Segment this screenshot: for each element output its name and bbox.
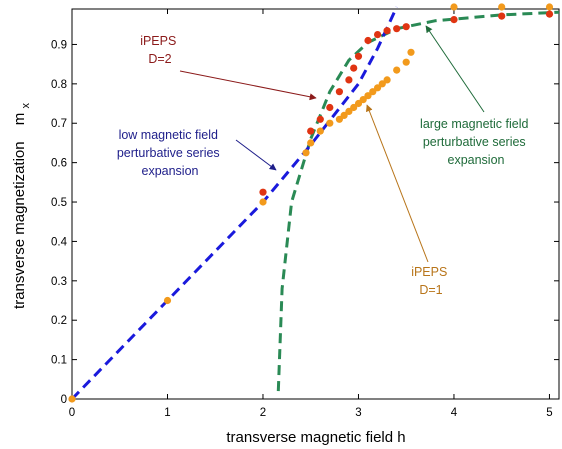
- y-tick-label: 0.8: [51, 79, 67, 91]
- series-point-1: [259, 188, 267, 196]
- series-point-0: [402, 58, 410, 66]
- annotation-large-field-line3: expansion: [448, 153, 505, 167]
- annotation-large-field-line2: perturbative series: [423, 135, 526, 149]
- arrow-large-field: [425, 25, 485, 113]
- series-point-0: [259, 198, 267, 206]
- series-point-1: [316, 115, 324, 123]
- y-tick-label: 0.6: [51, 158, 67, 170]
- x-tick-label: 2: [260, 407, 266, 419]
- x-tick-label: 5: [546, 407, 552, 419]
- series-point-1: [350, 64, 358, 72]
- y-axis-title: transverse magnetization m x: [11, 103, 32, 309]
- series-point-1: [402, 23, 410, 31]
- series-point-1: [383, 27, 391, 35]
- series-point-0: [450, 3, 458, 11]
- annotation-ipeps-d1-line1: iPEPS: [411, 265, 447, 279]
- series-point-0: [498, 3, 506, 11]
- series-point-0: [163, 296, 172, 305]
- annotation-large-field-line1: large magnetic field: [420, 117, 528, 131]
- series-point-1: [374, 30, 382, 39]
- annotation-ipeps-d2-line1: iPEPS: [140, 34, 176, 48]
- plot-series: [68, 3, 560, 403]
- x-tick-label: 4: [451, 407, 458, 419]
- y-tick-label: 0.3: [51, 276, 67, 288]
- series-point-0: [393, 66, 401, 74]
- series-point-1: [345, 76, 353, 84]
- series-point-0: [364, 92, 372, 100]
- series-point-0: [359, 96, 367, 104]
- y-axis-title-symbol: m: [11, 113, 28, 126]
- series-point-1: [307, 127, 315, 135]
- x-tick-label: 1: [164, 407, 170, 419]
- series-point-0: [545, 3, 554, 11]
- series-point-1: [354, 52, 363, 60]
- y-tick-label: 0.9: [51, 39, 67, 51]
- series-point-0: [350, 103, 358, 112]
- series-point-0: [302, 149, 310, 157]
- x-axis-title: transverse magnetic field h: [226, 429, 405, 446]
- y-axis-title-subscript: x: [20, 103, 32, 109]
- y-axis-title-text: transverse magnetization: [11, 141, 28, 309]
- series-point-1: [326, 103, 334, 112]
- annotation-ipeps-d2-line2: D=2: [148, 52, 171, 66]
- series-point-0: [378, 80, 386, 88]
- series-point-1: [364, 36, 372, 45]
- series-line-2: [70, 6, 399, 401]
- annotation-low-field-line3: expansion: [142, 164, 199, 178]
- annotation-ipeps-d1-line2: D=1: [419, 283, 442, 297]
- annotation-low-field-line2: perturbative series: [117, 146, 220, 160]
- annotation-large-field: large magnetic field perturbative series…: [420, 117, 532, 167]
- series-point-0: [369, 88, 377, 96]
- series-point-1: [450, 16, 458, 24]
- y-tick-label: 0.7: [51, 118, 67, 130]
- arrow-ipeps-d2: [179, 70, 317, 101]
- series-point-0: [407, 48, 415, 56]
- svg-text:transverse magnetization: transverse magnetization m x: [11, 103, 32, 309]
- x-axis-ticks: 0 1 2 3 4 5: [69, 9, 553, 419]
- arrow-low-field: [235, 139, 277, 171]
- series-point-1: [335, 88, 343, 96]
- annotation-ipeps-d1: iPEPS D=1: [411, 265, 451, 297]
- series-point-0: [383, 76, 391, 84]
- annotation-low-field-line1: low magnetic field: [119, 128, 218, 142]
- y-tick-label: 0: [61, 394, 67, 406]
- y-tick-label: 0.2: [51, 315, 67, 327]
- annotation-ipeps-d2: iPEPS D=2: [140, 34, 180, 66]
- annotation-low-field: low magnetic field perturbative series e…: [117, 128, 223, 178]
- series-point-0: [326, 119, 334, 127]
- x-tick-label: 0: [69, 407, 75, 419]
- series-point-0: [374, 84, 382, 92]
- series-point-0: [345, 107, 353, 115]
- annotations: iPEPS D=2 iPEPS D=1 low magnetic field p…: [117, 25, 532, 297]
- series-point-1: [498, 12, 506, 20]
- series-point-0: [340, 111, 348, 119]
- series-point-0: [68, 395, 76, 403]
- y-axis-ticks: 0 0.1 0.2 0.3 0.4 0.5 0.6 0.7 0.8 0.9: [51, 39, 559, 406]
- series-point-0: [316, 127, 324, 135]
- y-tick-label: 0.4: [51, 236, 68, 248]
- plot-frame: [71, 8, 560, 400]
- x-tick-label: 3: [355, 407, 361, 419]
- series-point-0: [307, 139, 315, 147]
- series-line-3: [276, 10, 560, 392]
- arrow-ipeps-d1: [366, 104, 429, 263]
- series-point-1: [545, 10, 554, 18]
- y-tick-label: 0.5: [51, 197, 67, 209]
- series-point-1: [393, 25, 401, 33]
- y-tick-label: 0.1: [51, 355, 67, 367]
